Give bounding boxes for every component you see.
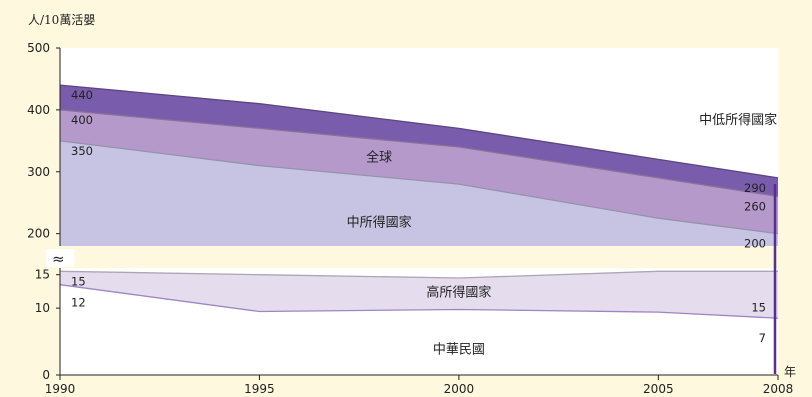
y-tick-label-upper: 300 xyxy=(27,165,50,179)
upper-area-layer xyxy=(59,84,779,247)
data-label: 200 xyxy=(744,237,766,251)
y-tick-label-upper: 500 xyxy=(27,41,50,55)
data-label: 260 xyxy=(744,200,766,214)
x-tick-layer: 1990 1995 2000 2005 2008 xyxy=(45,375,794,396)
series-line-3 xyxy=(59,270,778,279)
series-line-4 xyxy=(59,284,779,319)
y-tick-label-lower: 0 xyxy=(42,368,50,382)
x-tick-label: 2008 xyxy=(763,382,794,396)
axis-break-backdrop xyxy=(46,249,74,267)
data-label: 440 xyxy=(71,88,93,102)
lower-area-layer xyxy=(59,270,779,375)
x-tick-label: 1990 xyxy=(45,382,76,396)
y-tick-label-upper: 400 xyxy=(27,103,50,117)
data-label: 15 xyxy=(71,274,86,288)
x-tick-label: 1995 xyxy=(244,382,275,396)
data-label: 290 xyxy=(744,181,766,195)
series-line-1 xyxy=(59,109,779,198)
axis-break-symbol: ≈ xyxy=(52,250,65,268)
series-line-0 xyxy=(59,84,779,179)
label-layer: 440 290 中低所得國家 400 260 全球 350 200 中所得國家 15 15 高所得國家… xyxy=(71,88,777,357)
y-tick-label-lower: 15 xyxy=(35,268,50,282)
y-axis-unit-label: 人/10萬活嬰 xyxy=(28,13,95,27)
data-label: 12 xyxy=(71,296,86,310)
y-tick-label-lower: 10 xyxy=(35,301,50,315)
area-4 xyxy=(60,284,778,375)
data-label: 15 xyxy=(751,300,766,314)
series-name-label: 中低所得國家 xyxy=(699,112,777,128)
area-2 xyxy=(60,140,778,246)
series-name-label: 中華民國 xyxy=(433,342,485,357)
data-label: 400 xyxy=(71,113,93,127)
series-line-2 xyxy=(59,140,779,235)
x-tick-label: 2000 xyxy=(444,382,475,396)
data-label: 7 xyxy=(759,331,766,345)
x-axis-unit-label: 年 xyxy=(784,365,796,379)
series-name-label: 中所得國家 xyxy=(347,214,412,230)
series-name-label: 全球 xyxy=(366,149,392,165)
y-tick-layer: 500 400 300 200 15 10 0 xyxy=(27,41,60,382)
x-tick-label: 2005 xyxy=(643,382,674,396)
data-label: 350 xyxy=(71,144,93,158)
series-name-label: 高所得國家 xyxy=(426,284,491,300)
y-tick-label-upper: 200 xyxy=(27,227,50,241)
